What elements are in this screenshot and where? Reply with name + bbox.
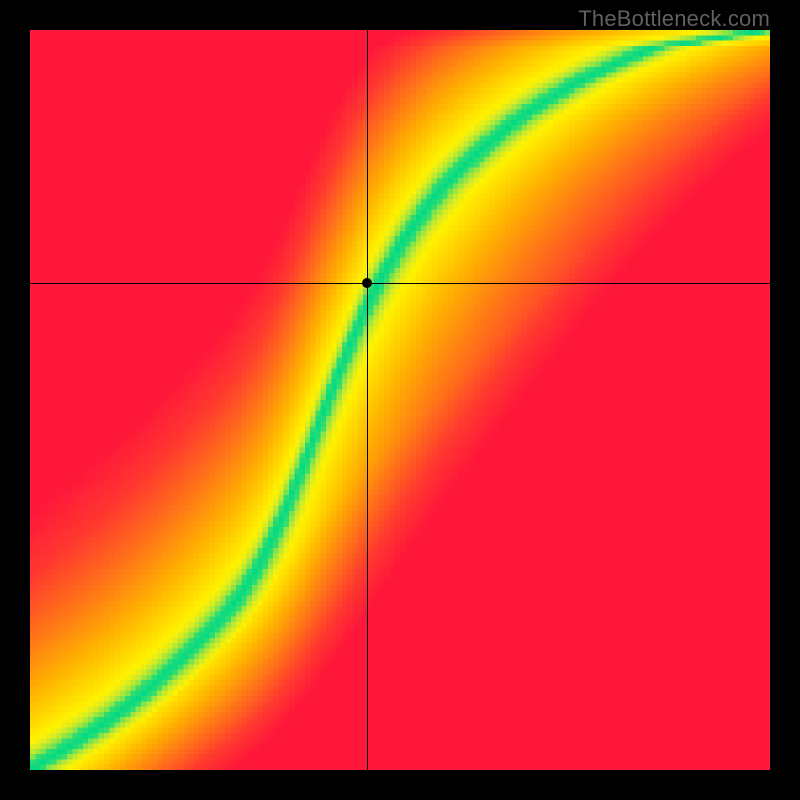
- heatmap-plot: [30, 30, 770, 770]
- chart-frame: TheBottleneck.com: [0, 0, 800, 800]
- heatmap-canvas: [30, 30, 770, 770]
- crosshair-vertical: [367, 30, 368, 770]
- crosshair-horizontal: [30, 283, 770, 284]
- watermark-text: TheBottleneck.com: [578, 6, 770, 32]
- current-point-marker: [362, 278, 372, 288]
